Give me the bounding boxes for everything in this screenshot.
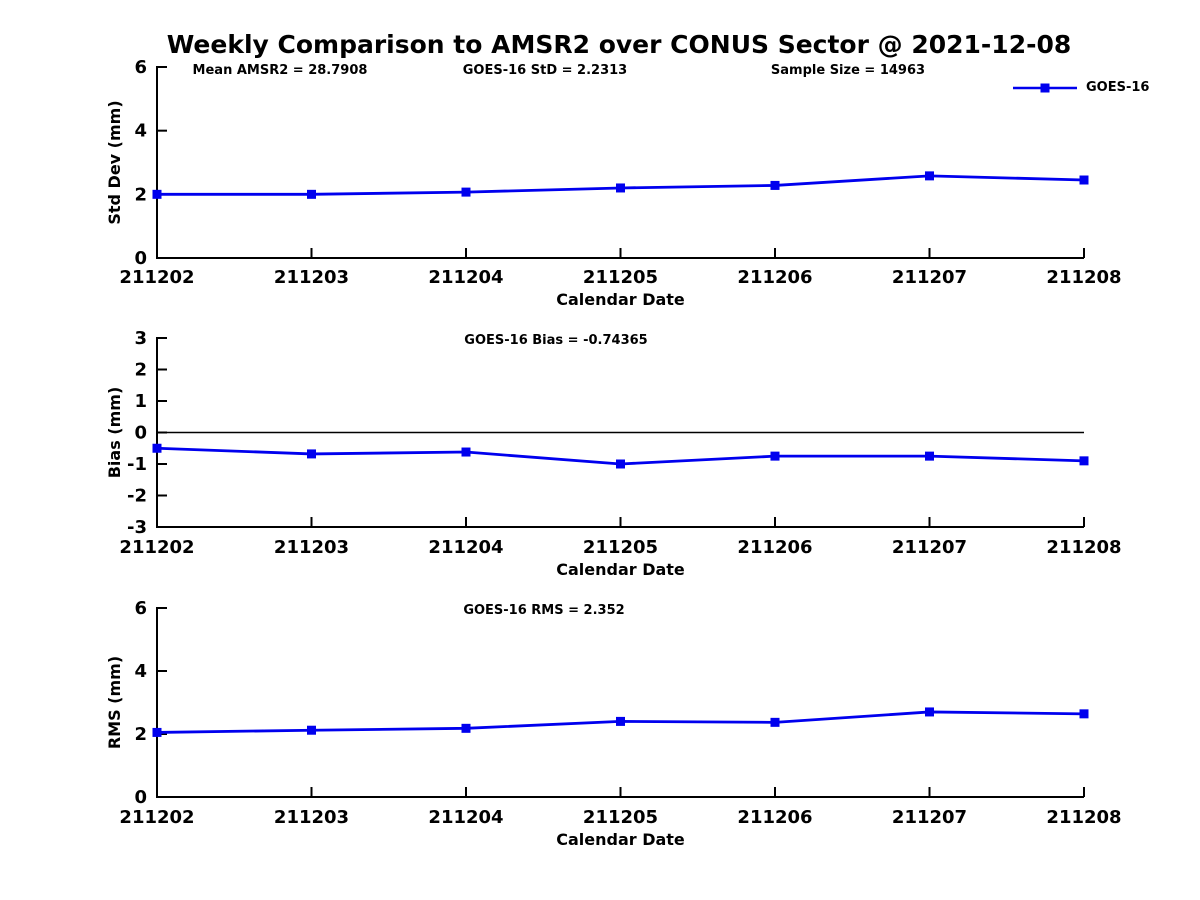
x-tick-label: 211206 — [737, 267, 812, 288]
x-tick-label: 211203 — [274, 807, 349, 828]
data-marker — [616, 183, 625, 193]
x-tick-label: 211208 — [1046, 807, 1121, 828]
data-marker — [1079, 175, 1089, 185]
y-axis-title: Bias (mm) — [105, 387, 124, 479]
y-tick-label: -1 — [127, 454, 147, 475]
y-tick-label: 4 — [134, 661, 147, 682]
y-tick-label: 0 — [134, 787, 147, 808]
y-tick-label: 0 — [134, 248, 147, 269]
legend-line-marker-icon — [1013, 83, 1077, 92]
x-tick-label: 211208 — [1046, 537, 1121, 558]
x-tick-label: 211205 — [583, 537, 658, 558]
y-tick-label: 2 — [134, 360, 147, 381]
data-marker — [925, 171, 934, 181]
x-axis-title: Calendar Date — [556, 290, 685, 309]
data-marker — [925, 707, 934, 717]
data-marker — [461, 187, 471, 197]
annotation: Sample Size = 14963 — [771, 63, 925, 78]
y-tick-label: 4 — [134, 121, 147, 142]
y-axis-title: Std Dev (mm) — [105, 100, 124, 224]
y-tick-label: 2 — [134, 184, 147, 205]
data-marker — [461, 447, 471, 457]
data-marker — [1079, 456, 1089, 466]
data-marker — [461, 723, 471, 733]
data-marker — [152, 727, 162, 737]
data-marker — [152, 189, 162, 199]
y-tick-label: 6 — [134, 598, 147, 619]
data-marker — [770, 180, 780, 190]
y-tick-label: 3 — [134, 328, 147, 349]
x-tick-label: 211207 — [892, 267, 967, 288]
y-axis-title: RMS (mm) — [105, 656, 124, 749]
data-marker — [307, 189, 316, 199]
y-tick-label: -3 — [127, 517, 147, 538]
figure-title: Weekly Comparison to AMSR2 over CONUS Se… — [166, 30, 1072, 59]
y-tick-label: 1 — [134, 391, 147, 412]
data-marker — [616, 459, 625, 469]
x-tick-label: 211204 — [428, 267, 503, 288]
x-tick-label: 211205 — [583, 807, 658, 828]
legend-label: GOES-16 — [1086, 80, 1150, 95]
y-tick-label: 0 — [134, 423, 147, 444]
x-tick-label: 211202 — [119, 537, 194, 558]
annotation: Mean AMSR2 = 28.7908 — [193, 63, 368, 78]
y-tick-label: -2 — [127, 486, 147, 507]
x-tick-label: 211205 — [583, 267, 658, 288]
x-axis-title: Calendar Date — [556, 560, 685, 579]
data-marker — [307, 725, 316, 735]
y-tick-label: 6 — [134, 57, 147, 78]
data-marker — [770, 451, 780, 461]
x-tick-label: 211203 — [274, 537, 349, 558]
x-tick-label: 211202 — [119, 267, 194, 288]
x-tick-label: 211207 — [892, 537, 967, 558]
x-tick-label: 211208 — [1046, 267, 1121, 288]
x-tick-label: 211206 — [737, 807, 812, 828]
x-tick-label: 211204 — [428, 537, 503, 558]
x-axis-title: Calendar Date — [556, 830, 685, 849]
data-marker — [307, 449, 316, 459]
x-tick-label: 211202 — [119, 807, 194, 828]
annotation: GOES-16 RMS = 2.352 — [463, 603, 624, 618]
data-marker — [616, 716, 625, 726]
data-marker — [152, 443, 162, 453]
x-tick-label: 211204 — [428, 807, 503, 828]
data-marker — [925, 451, 934, 461]
annotation: GOES-16 Bias = -0.74365 — [464, 333, 647, 348]
annotation: GOES-16 StD = 2.2313 — [463, 63, 627, 78]
x-tick-label: 211206 — [737, 537, 812, 558]
legend: GOES-16 — [1013, 80, 1149, 95]
data-marker — [770, 717, 780, 727]
x-tick-label: 211203 — [274, 267, 349, 288]
y-tick-label: 2 — [134, 724, 147, 745]
data-marker — [1079, 709, 1089, 719]
x-tick-label: 211207 — [892, 807, 967, 828]
